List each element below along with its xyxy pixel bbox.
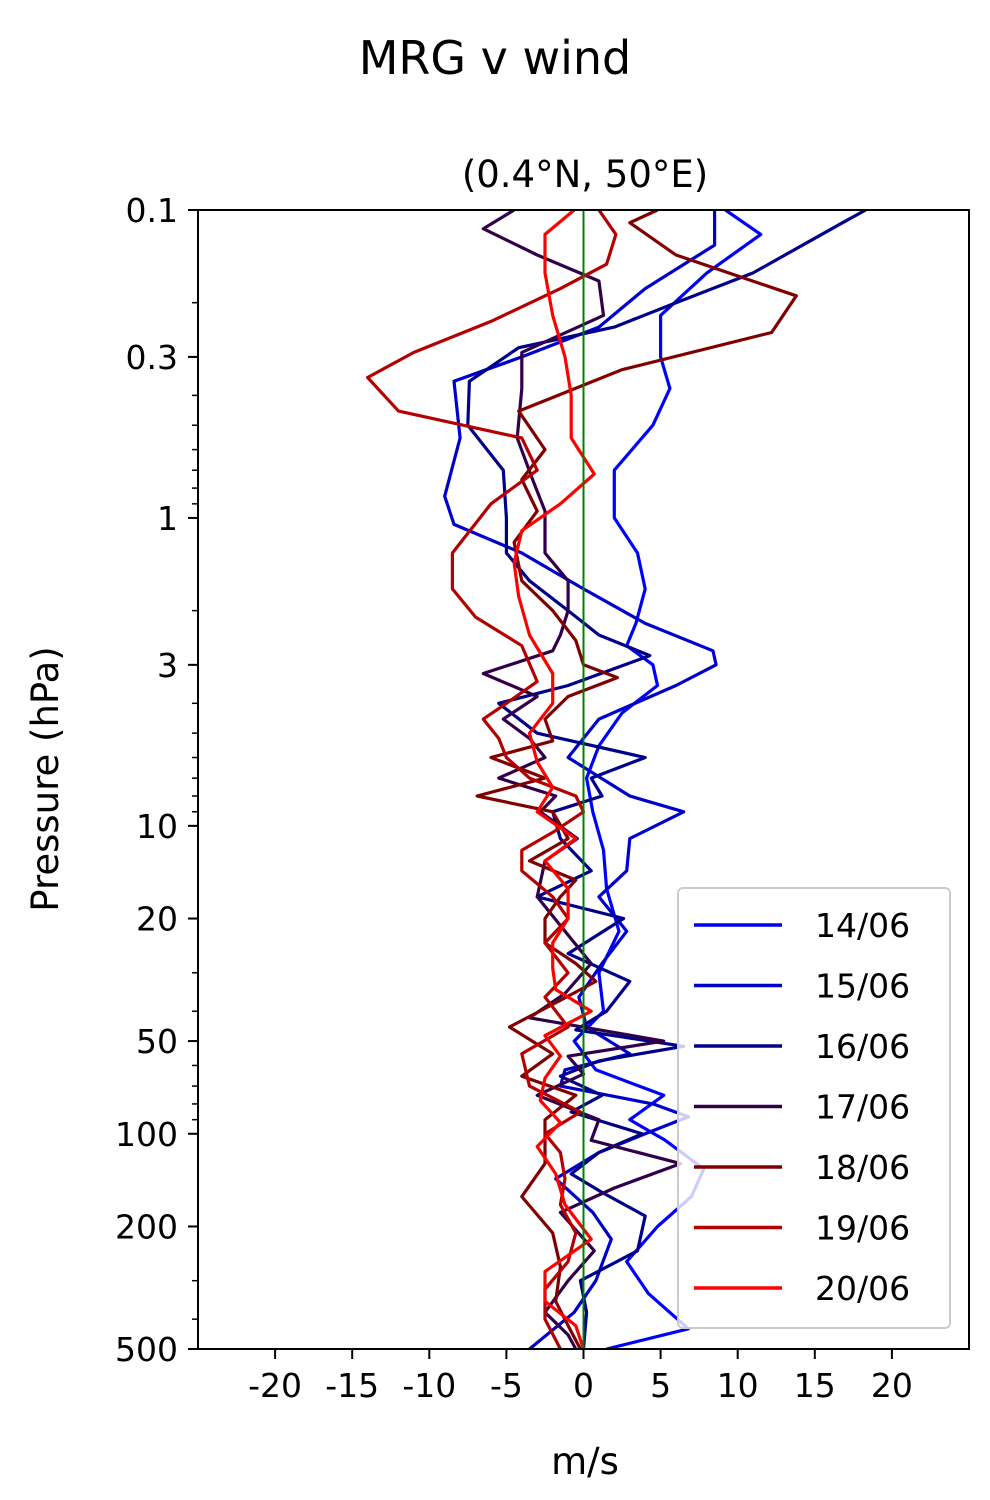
legend-label: 20/06 <box>815 1269 910 1308</box>
y-tick-label: 20 <box>136 900 178 939</box>
legend-box <box>677 887 951 1329</box>
series-line-17-06 <box>481 210 683 1349</box>
x-tick-label: 10 <box>717 1366 759 1405</box>
legend-label: 14/06 <box>815 906 910 945</box>
y-tick-label: 500 <box>115 1330 178 1369</box>
legend-label: 17/06 <box>815 1088 910 1127</box>
series-line-19-06 <box>366 210 618 1349</box>
y-axis-label: Pressure (hPa) <box>24 646 67 911</box>
chart-title: (0.4°N, 50°E) <box>462 153 708 196</box>
y-tick-label: 0.1 <box>126 191 178 230</box>
y-tick-label: 100 <box>115 1115 178 1154</box>
x-axis-label: m/s <box>551 1440 619 1483</box>
y-tick-label: 1 <box>157 499 178 538</box>
x-tick-label: -10 <box>402 1366 456 1405</box>
x-tick-label: -20 <box>248 1366 302 1405</box>
legend-label: 16/06 <box>815 1027 910 1066</box>
y-tick-label: 0.3 <box>126 338 178 377</box>
legend-label: 19/06 <box>815 1209 910 1248</box>
legend: 14/06 15/06 16/06 17/06 18/06 19/06 20/06 <box>677 887 951 1329</box>
plot-area: -20 -15 -10 -5 0 5 10 15 20 0.1 0.3 1 3 10 20 50 100 200… <box>115 191 970 1405</box>
legend-items: 14/06 15/06 16/06 17/06 18/06 19/06 20/06 <box>694 906 910 1308</box>
y-tick-label: 200 <box>115 1207 178 1246</box>
chart-suptitle: MRG v wind <box>359 31 632 85</box>
x-tick-label: 15 <box>794 1366 836 1405</box>
legend-label: 18/06 <box>815 1148 910 1187</box>
y-tick-label: 50 <box>136 1022 178 1061</box>
series-line-20-06 <box>512 210 596 1349</box>
y-tick-label: 3 <box>157 646 178 685</box>
x-tick-label: -5 <box>490 1366 523 1405</box>
x-tick-label: 0 <box>573 1366 594 1405</box>
legend-label: 15/06 <box>815 967 910 1006</box>
x-tick-label: 5 <box>650 1366 671 1405</box>
y-tick-label: 10 <box>136 807 178 846</box>
x-tick-label: -15 <box>325 1366 379 1405</box>
x-axis-ticks: -20 -15 -10 -5 0 5 10 15 20 <box>248 1349 913 1405</box>
x-tick-label: 20 <box>871 1366 913 1405</box>
y-axis-ticks: 0.1 0.3 1 3 10 20 50 100 200 500 <box>115 191 198 1369</box>
